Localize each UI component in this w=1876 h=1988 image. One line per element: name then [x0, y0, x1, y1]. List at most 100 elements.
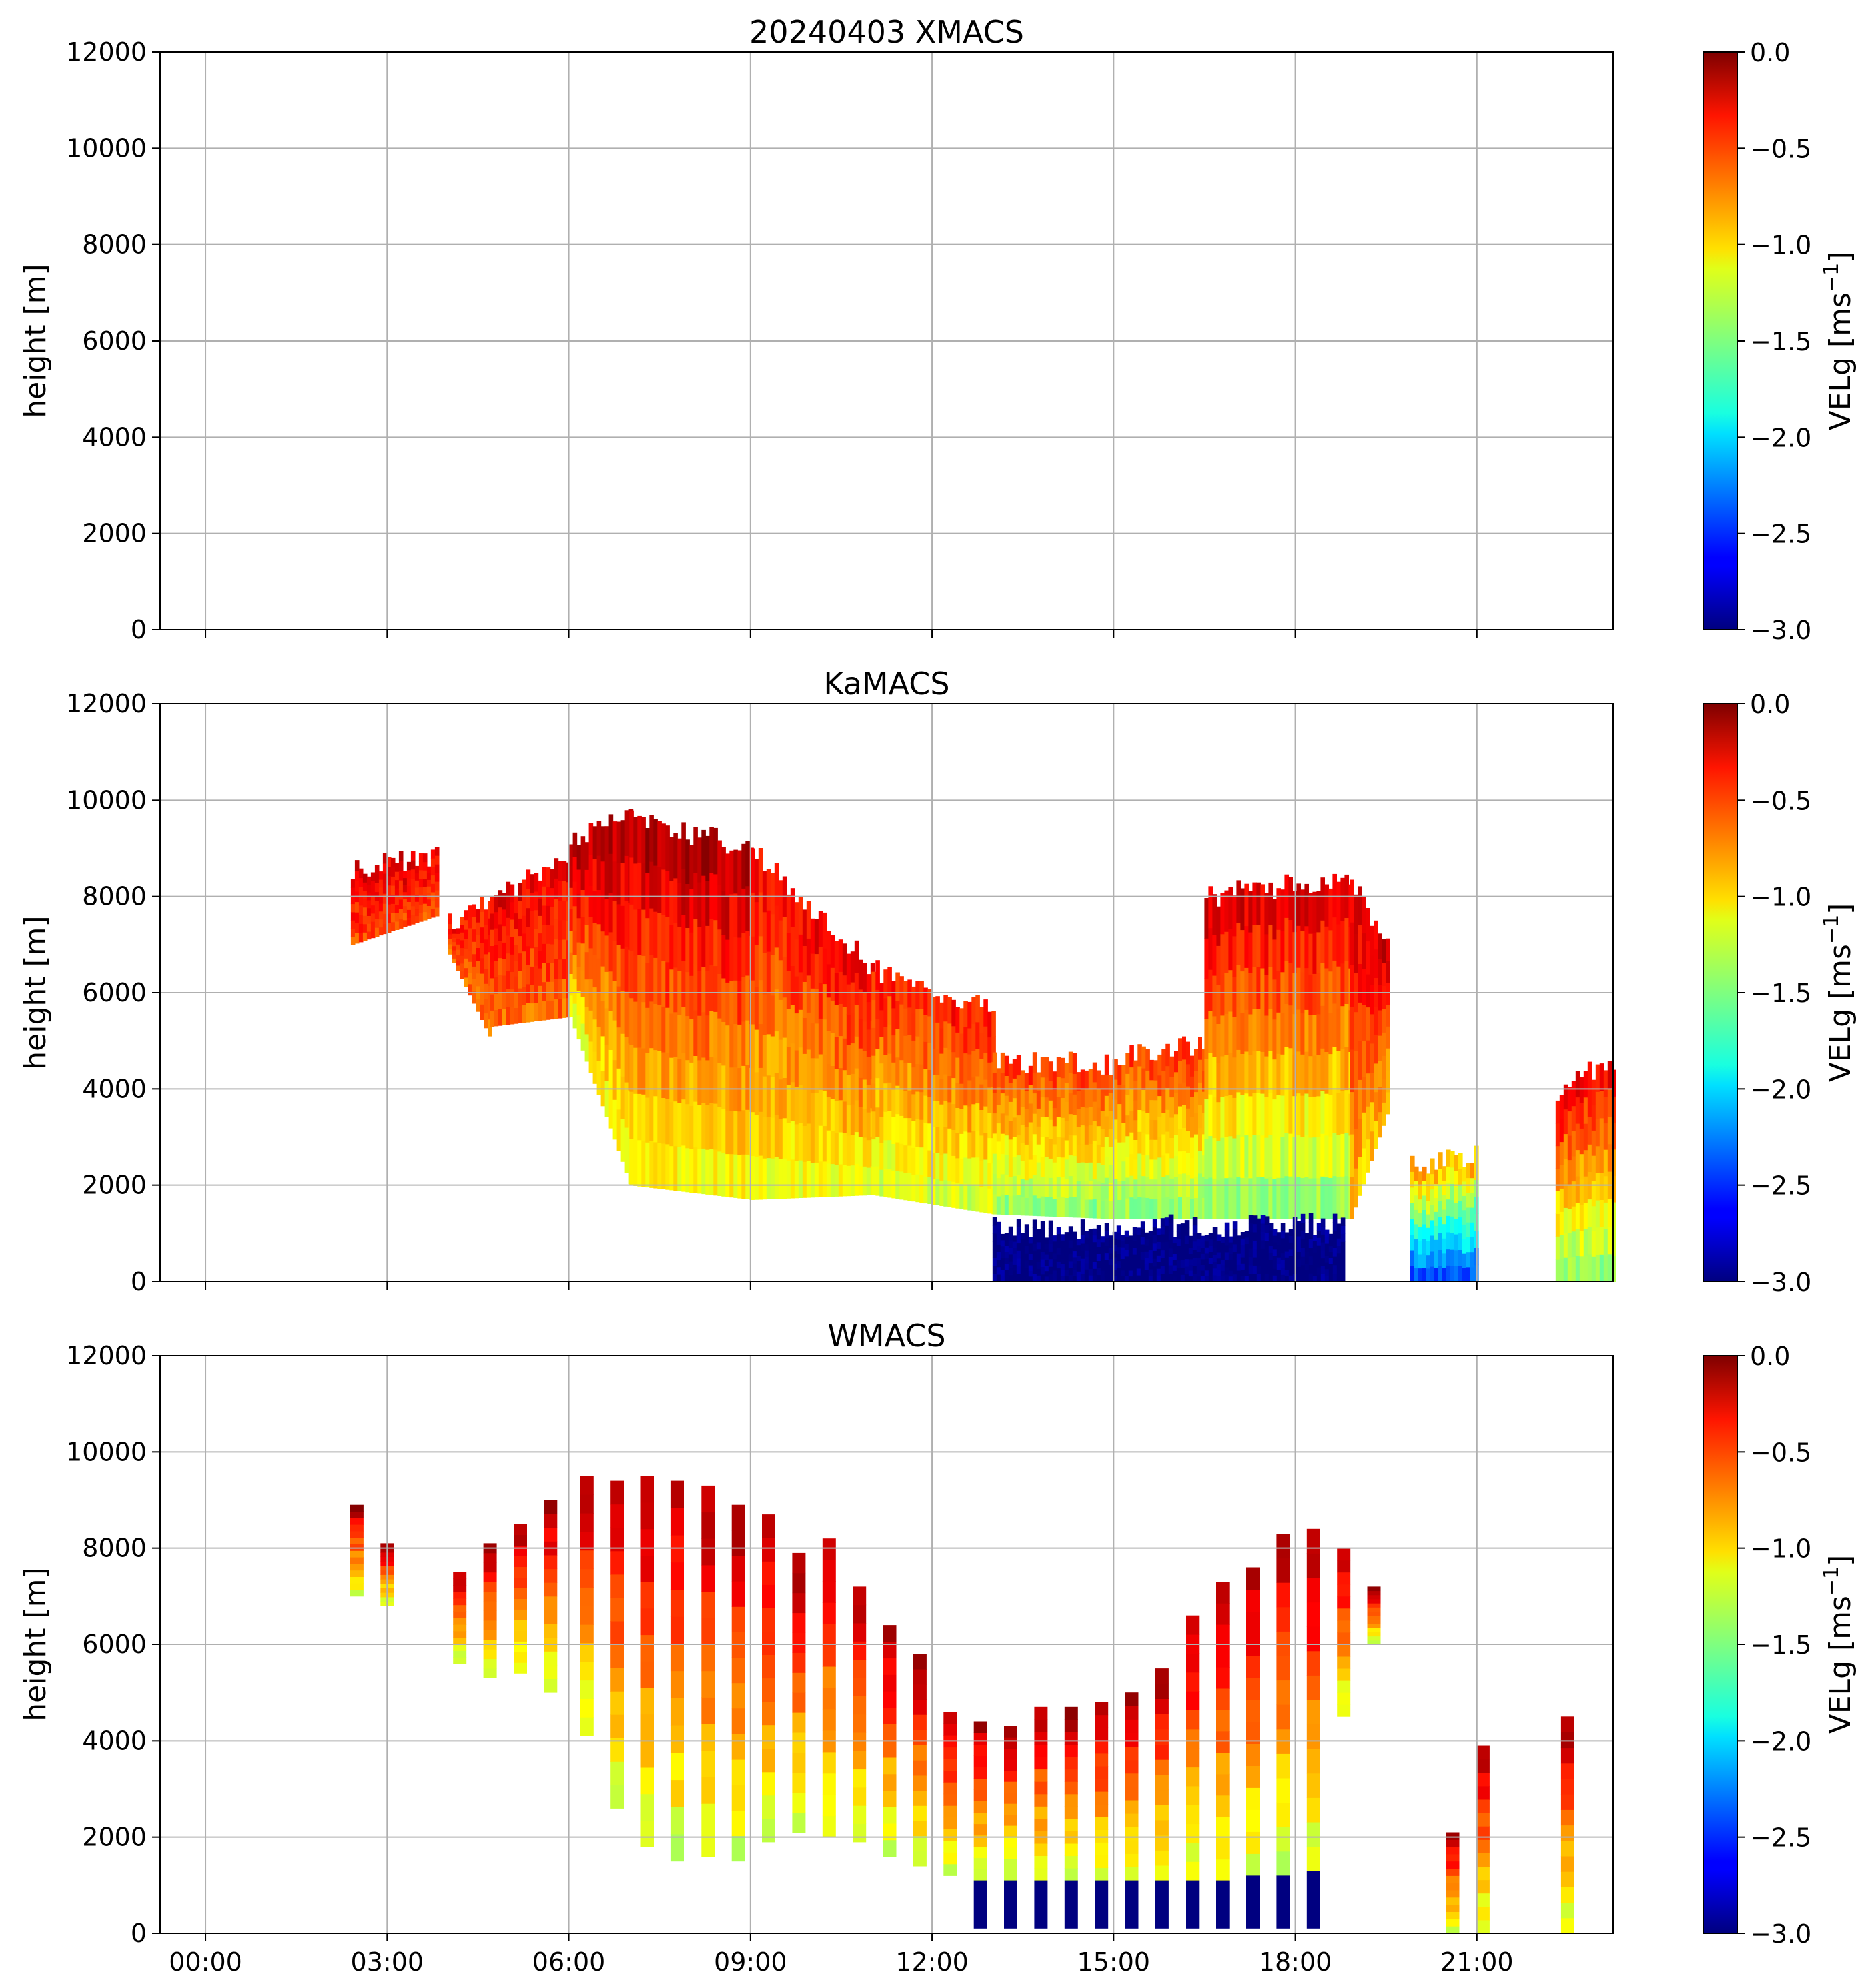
heatmap-cell [1378, 1009, 1382, 1036]
heatmap-cell [488, 985, 492, 1003]
heatmap-cell [1358, 1157, 1362, 1196]
heatmap-cell [1555, 1168, 1560, 1191]
heatmap-cell [624, 901, 630, 947]
heatmap-cell [915, 1036, 920, 1064]
profile-segment [1476, 1839, 1490, 1853]
heatmap-cell [1092, 1248, 1097, 1256]
heatmap-cell [1136, 1234, 1141, 1242]
profile-segment [580, 1568, 594, 1588]
heatmap-cell [709, 965, 714, 1011]
heatmap-cell [1124, 1256, 1129, 1263]
heatmap-cell [1168, 1239, 1174, 1249]
heatmap-cell [1458, 1249, 1463, 1266]
heatmap-cell [1276, 1012, 1281, 1054]
heatmap-cell [967, 1158, 972, 1185]
heatmap-cell [959, 1058, 964, 1084]
heatmap-cell [1591, 1231, 1596, 1257]
heatmap-cell [1064, 1263, 1069, 1270]
profile-segment [640, 1476, 654, 1503]
heatmap-cell [1244, 1269, 1250, 1276]
heatmap-cell [1248, 1013, 1253, 1055]
heatmap-cell [629, 1091, 634, 1139]
profile-segment [1276, 1778, 1290, 1803]
profile-segment [762, 1701, 775, 1726]
heatmap-cell [1320, 1091, 1325, 1134]
heatmap-cell [1296, 1009, 1301, 1052]
heatmap-cell [1132, 1247, 1137, 1255]
heatmap-cell [1194, 1134, 1198, 1156]
profile-segment-fast [1246, 1875, 1260, 1929]
profile-segment [544, 1514, 558, 1528]
heatmap-cell [1228, 1135, 1233, 1178]
x-tick-label: 15:00 [1077, 1947, 1151, 1977]
heatmap-cell [370, 880, 376, 889]
heatmap-cell [554, 918, 559, 939]
profile-segment [1216, 1624, 1230, 1646]
profile-segment [1186, 1615, 1200, 1635]
heatmap-cell [1056, 1268, 1061, 1276]
heatmap-cell [1144, 1239, 1149, 1246]
heatmap-cell [406, 885, 412, 895]
heatmap-cell [1220, 1242, 1226, 1249]
heatmap-cell [410, 851, 416, 861]
heatmap-cell [689, 1105, 694, 1149]
heatmap-cell [729, 893, 734, 938]
heatmap-cell [899, 1031, 904, 1061]
heatmap-cell [1344, 960, 1349, 1004]
heatmap-cell [1104, 1095, 1109, 1117]
heatmap-cell [398, 918, 404, 929]
heatmap-cell [1470, 1207, 1475, 1223]
heatmap-cell [1336, 1223, 1342, 1231]
heatmap-cell [1008, 1063, 1013, 1083]
heatmap-cell [1113, 1119, 1118, 1140]
heatmap-cell [1382, 1079, 1386, 1103]
heatmap-cell [862, 1050, 867, 1080]
heatmap-cell [814, 1093, 819, 1128]
heatmap-cell [762, 1035, 767, 1077]
heatmap-cell [733, 1110, 738, 1155]
heatmap-cell [733, 893, 738, 937]
heatmap-cell [1336, 1231, 1342, 1239]
heatmap-cell [1252, 1215, 1258, 1225]
heatmap-cell [538, 898, 543, 916]
heatmap-cell [480, 957, 484, 974]
heatmap-cell [562, 939, 567, 959]
heatmap-cell [452, 933, 456, 938]
heatmap-cell [538, 968, 543, 986]
heatmap-cell [1052, 1125, 1057, 1145]
heatmap-cell [514, 929, 519, 945]
heatmap-cell [891, 1116, 896, 1144]
heatmap-cell [1458, 1233, 1463, 1250]
heatmap-cell [923, 1014, 928, 1042]
heatmap-cell [858, 989, 863, 1019]
y-tick-label: 0 [131, 1267, 147, 1296]
panel-title: 20240403 XMACS [749, 14, 1024, 50]
heatmap-cell [814, 953, 819, 989]
heatmap-cell [604, 1080, 610, 1117]
profile-segment [1276, 1851, 1290, 1876]
heatmap-cell [1048, 1266, 1053, 1275]
heatmap-cell [802, 909, 807, 946]
heatmap-cell [633, 909, 638, 956]
heatmap-cell [1128, 1235, 1133, 1242]
heatmap-cell [790, 1004, 795, 1044]
heatmap-cell [1190, 1157, 1194, 1179]
heatmap-cell [992, 1113, 997, 1134]
heatmap-cell [1000, 1252, 1005, 1259]
heatmap-cell [1076, 1266, 1081, 1272]
heatmap-cell [554, 878, 559, 899]
heatmap-cell [1068, 1196, 1073, 1218]
heatmap-cell [991, 1011, 996, 1037]
profile-segment [1276, 1827, 1290, 1852]
heatmap-cell [1244, 883, 1249, 927]
heatmap-cell [850, 982, 855, 1013]
heatmap-cell [1579, 1128, 1584, 1155]
heatmap-cell [568, 909, 574, 931]
colorbar-tick-label: 0.0 [1750, 1342, 1790, 1371]
heatmap-cell [1240, 1012, 1245, 1054]
heatmap-cell [1153, 1099, 1158, 1121]
heatmap-cell [737, 937, 742, 981]
profile-segment [913, 1805, 927, 1821]
heatmap-cell [697, 1104, 702, 1149]
heatmap-cell [1410, 1187, 1415, 1203]
